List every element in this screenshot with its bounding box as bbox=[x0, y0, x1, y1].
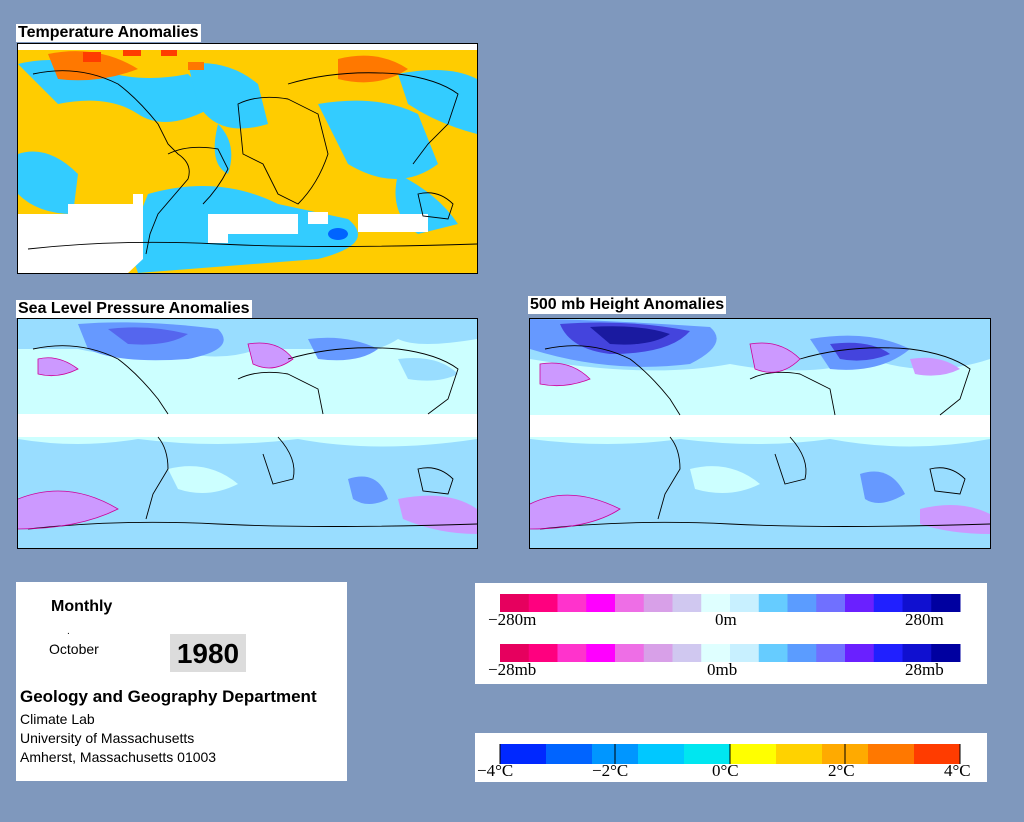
pressure-tick-zero: 0mb bbox=[707, 660, 738, 679]
pressure-colorbar-swatch-5 bbox=[643, 644, 673, 662]
height-colorbar-swatch-8 bbox=[730, 594, 760, 612]
height-colorbar-swatch-0 bbox=[500, 594, 530, 612]
temperature-colorbar-swatch-3 bbox=[638, 744, 685, 764]
height500-map-image bbox=[530, 319, 990, 548]
pressure-tick-min: −28mb bbox=[488, 660, 537, 679]
lab-label: Climate Lab bbox=[20, 711, 95, 727]
pressure-colorbar-swatch-0 bbox=[500, 644, 530, 662]
temperature-colorbar-swatch-1 bbox=[546, 744, 593, 764]
temperature-colorbar-swatch-5 bbox=[730, 744, 777, 764]
height-colorbar-swatch-6 bbox=[672, 594, 702, 612]
temperature-colorbar-swatch-4 bbox=[684, 744, 731, 764]
height-tick-zero: 0m bbox=[715, 610, 737, 629]
height-colorbar bbox=[500, 594, 961, 662]
temp-tick-zero: 0°C bbox=[712, 761, 739, 780]
height500-map bbox=[529, 318, 991, 549]
height-colorbar-swatch-14 bbox=[902, 594, 932, 612]
height-colorbar-swatch-12 bbox=[845, 594, 875, 612]
temperature-map bbox=[17, 43, 478, 274]
address-label: Amherst, Massachusetts 01003 bbox=[20, 749, 217, 765]
slp-title: Sea Level Pressure Anomalies bbox=[16, 300, 252, 318]
pressure-colorbar-swatch-13 bbox=[873, 644, 903, 662]
pressure-colorbar-swatch-12 bbox=[845, 644, 875, 662]
temp-tick-minus2: −2°C bbox=[592, 761, 629, 780]
temperature-legend: −4°C −2°C 0°C 2°C 4°C bbox=[475, 733, 987, 782]
pressure-colorbar-swatch-9 bbox=[758, 644, 788, 662]
month-label: October bbox=[49, 641, 99, 657]
height-colorbar-swatch-13 bbox=[873, 594, 903, 612]
height-colorbar-swatch-4 bbox=[615, 594, 645, 612]
temperature-colorbar-swatch-0 bbox=[500, 744, 547, 764]
pressure-colorbar-swatch-3 bbox=[586, 644, 616, 662]
height-colorbar-swatch-2 bbox=[557, 594, 587, 612]
slp-map-image bbox=[18, 319, 477, 548]
pressure-colorbar-swatch-1 bbox=[528, 644, 558, 662]
height-colorbar-swatch-15 bbox=[931, 594, 961, 612]
height-tick-max: 280m bbox=[905, 610, 944, 629]
temperature-colorbar-swatch-8 bbox=[868, 744, 915, 764]
pressure-colorbar-swatch-6 bbox=[672, 644, 702, 662]
pressure-colorbar-swatch-7 bbox=[701, 644, 731, 662]
department-label: Geology and Geography Department bbox=[20, 687, 317, 706]
height-tick-min: −280m bbox=[488, 610, 537, 629]
university-label: University of Massachusetts bbox=[20, 730, 195, 746]
slp-map bbox=[17, 318, 478, 549]
height-colorbar-swatch-7 bbox=[701, 594, 731, 612]
height-colorbar-swatch-9 bbox=[758, 594, 788, 612]
pressure-colorbar-swatch-8 bbox=[730, 644, 760, 662]
height-colorbar-swatch-3 bbox=[586, 594, 616, 612]
temperature-colorbar-swatch-9 bbox=[914, 744, 961, 764]
pressure-colorbar-swatch-14 bbox=[902, 644, 932, 662]
period-label: Monthly bbox=[51, 598, 113, 615]
height-colorbar-swatch-11 bbox=[816, 594, 846, 612]
year-label: 1980 bbox=[170, 634, 246, 672]
height-colorbar-swatch-10 bbox=[787, 594, 817, 612]
dot-marker: . bbox=[67, 626, 70, 637]
info-panel: Monthly . October 1980 Geology and Geogr… bbox=[16, 582, 347, 781]
pressure-colorbar-swatch-10 bbox=[787, 644, 817, 662]
temp-tick-plus2: 2°C bbox=[828, 761, 855, 780]
temperature-map-image bbox=[18, 44, 477, 273]
temperature-colorbar-swatch-6 bbox=[776, 744, 823, 764]
temp-tick-minus4: −4°C bbox=[477, 761, 514, 780]
anomaly-legend: −280m 0m 280m −28mb 0mb 28mb bbox=[475, 583, 987, 684]
temp-tick-plus4: 4°C bbox=[944, 761, 971, 780]
height-colorbar-swatch-5 bbox=[643, 594, 673, 612]
pressure-colorbar-swatch-2 bbox=[557, 644, 587, 662]
pressure-colorbar-swatch-4 bbox=[615, 644, 645, 662]
temperature-title: Temperature Anomalies bbox=[16, 24, 201, 42]
height-colorbar-swatch-1 bbox=[528, 594, 558, 612]
height500-title: 500 mb Height Anomalies bbox=[528, 296, 727, 314]
pressure-colorbar-swatch-15 bbox=[931, 644, 961, 662]
pressure-colorbar-swatch-11 bbox=[816, 644, 846, 662]
temperature-colorbar bbox=[499, 744, 961, 764]
pressure-tick-max: 28mb bbox=[905, 660, 944, 679]
